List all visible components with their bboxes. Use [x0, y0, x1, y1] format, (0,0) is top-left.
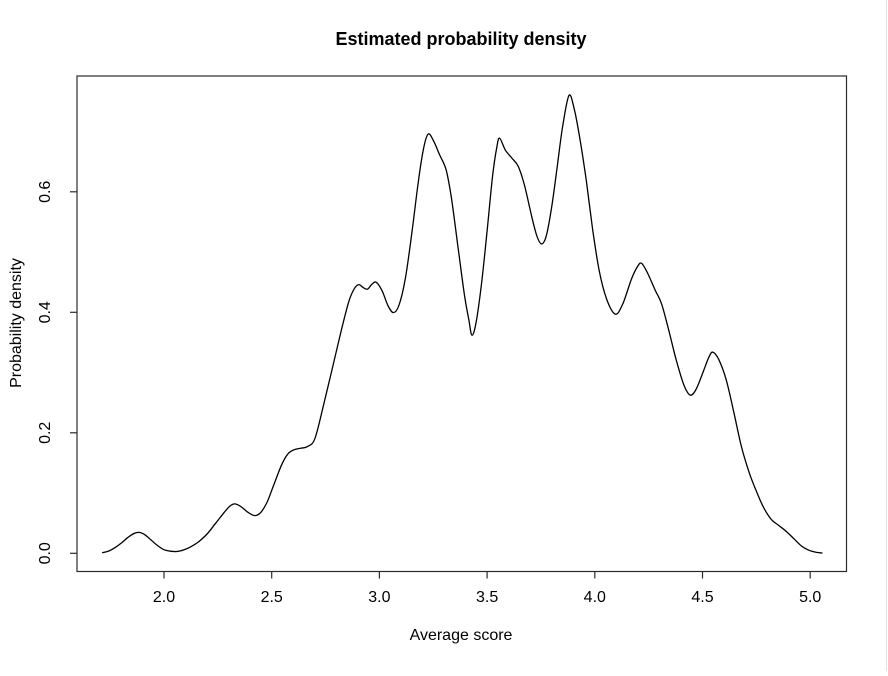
chart-title: Estimated probability density	[335, 29, 586, 49]
axis-ticks: 2.0 2.5 3.0 3.5 4.0 4.5 5.0 0.0 0.2 0.4 0.6	[37, 181, 821, 606]
y-tick-label: 0.6	[37, 181, 54, 203]
y-tick-label: 0.2	[37, 422, 54, 444]
x-tick-label: 2.5	[261, 589, 283, 606]
y-axis-label: Probability density	[8, 258, 25, 388]
x-tick-label: 4.0	[584, 589, 606, 606]
plot-box	[76, 75, 848, 573]
plot-border	[76, 75, 848, 573]
y-tick-label: 0.0	[37, 542, 54, 564]
x-tick-label: 3.0	[368, 589, 390, 606]
density-curve	[101, 94, 823, 554]
x-axis-label: Average score	[410, 627, 513, 644]
x-tick-label: 5.0	[799, 589, 821, 606]
x-tick-label: 3.5	[476, 589, 498, 606]
y-tick-label: 0.4	[37, 301, 54, 323]
density-curve-path	[101, 94, 823, 554]
x-tick-label: 2.0	[153, 589, 175, 606]
x-tick-label: 4.5	[691, 589, 713, 606]
